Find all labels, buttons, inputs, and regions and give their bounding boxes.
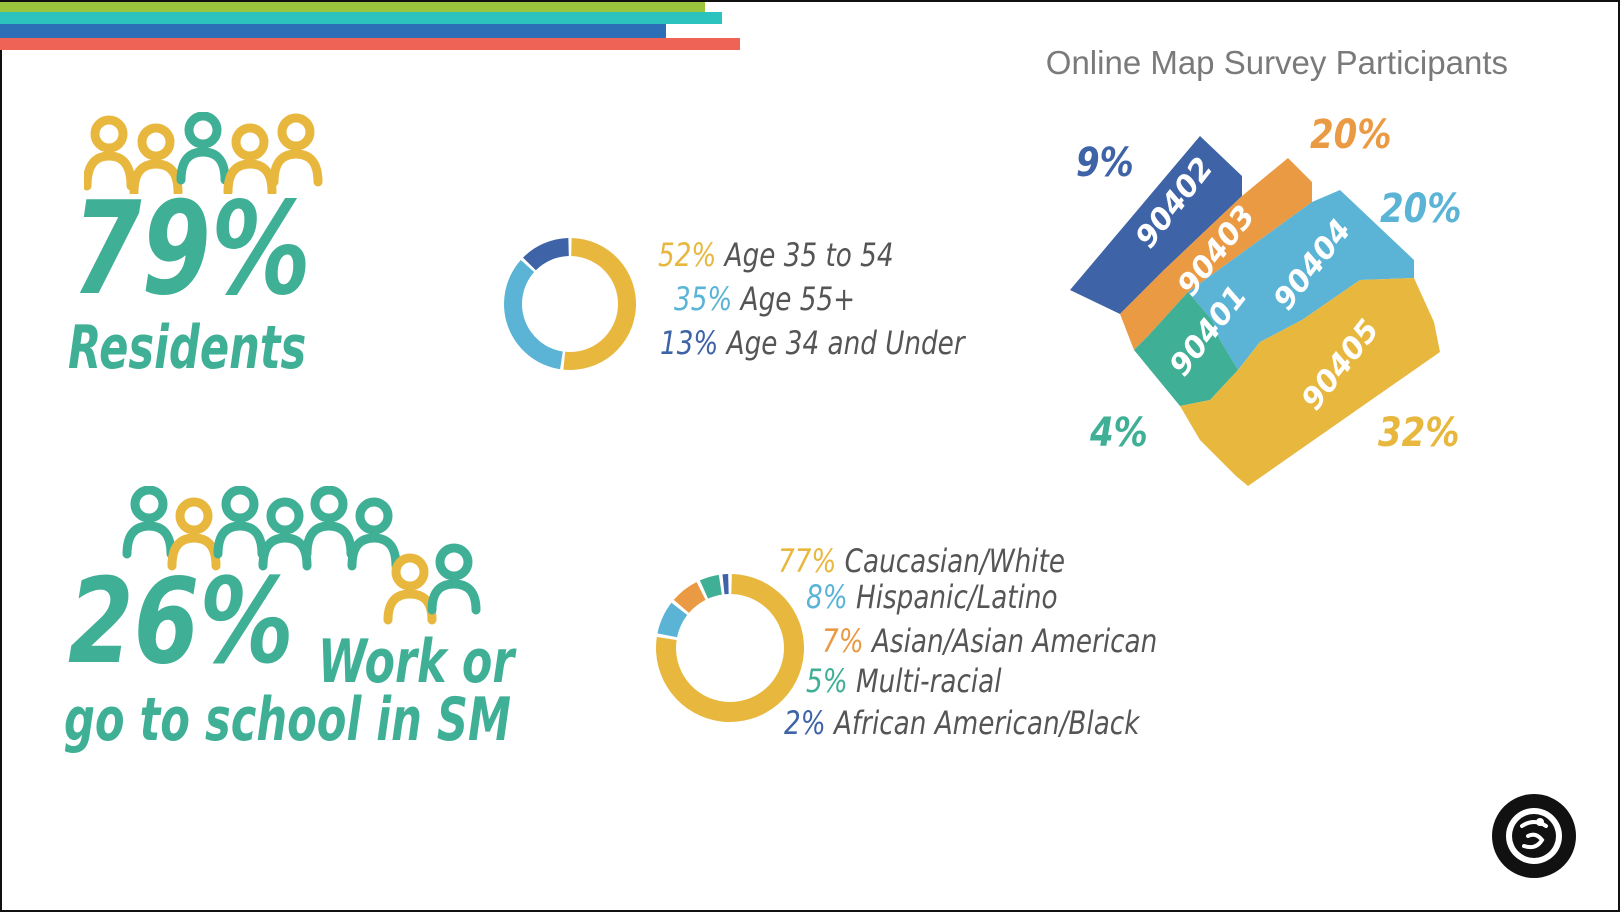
ethnicity-legend-pct: 8%: [806, 578, 848, 616]
ethnicity-legend-label: African American/Black: [825, 704, 1140, 742]
work-school-value: 26%: [68, 552, 294, 690]
zip-zone-90404: [1188, 190, 1414, 370]
age-legend-pct: 35%: [674, 280, 733, 318]
ethnicity-legend-label: Asian/Asian American: [863, 622, 1158, 660]
stripe-green: [0, 2, 705, 12]
zip-zone-90405: [1180, 278, 1440, 486]
zip-code-map: 90402 90403 90404 90401 90405: [1070, 136, 1440, 486]
ethnicity-legend-row: 8% Hispanic/Latino: [806, 578, 1058, 616]
work-school-label-1: Work or: [318, 627, 515, 697]
residents-label: Residents: [68, 313, 307, 383]
people-group-icon: [84, 112, 323, 194]
ethnicity-legend-label: Multi-racial: [847, 662, 1002, 700]
zip-pct-90405: 32%: [1378, 410, 1460, 456]
ethnicity-legend-label: Caucasian/White: [836, 542, 1066, 580]
age-legend-label: Age 55+: [732, 280, 856, 318]
zip-zone-90403: [1120, 158, 1312, 350]
ethnicity-legend-pct: 2%: [784, 704, 826, 742]
ethnicity-legend-row: 77% Caucasian/White: [778, 542, 1065, 580]
ethnicity-donut-slice-3: [699, 574, 722, 599]
zip-zone-90402: [1070, 136, 1242, 314]
ethnicity-donut-slice-4: [722, 574, 729, 595]
ethnicity-donut-slice-1: [657, 602, 688, 638]
age-legend-label: Age 35 to 54: [716, 236, 894, 274]
ethnicity-legend-label: Hispanic/Latino: [847, 578, 1058, 616]
zip-pct-90401: 4%: [1090, 410, 1148, 456]
age-donut-chart: [504, 238, 636, 370]
age-legend-pct: 13%: [660, 324, 719, 362]
zip-pct-90404: 20%: [1380, 186, 1462, 232]
zip-pct-90403: 20%: [1310, 112, 1392, 158]
age-legend-pct: 52%: [658, 236, 717, 274]
stripe-teal: [0, 12, 722, 24]
work-school-label-2: go to school in SM: [64, 685, 512, 755]
ethnicity-donut-chart: [656, 574, 804, 722]
ethnicity-legend-pct: 5%: [806, 662, 848, 700]
age-donut-slice-1: [504, 260, 563, 370]
ethnicity-donut-slice-2: [673, 581, 706, 613]
ethnicity-legend-pct: 7%: [822, 622, 864, 660]
page-title: Online Map Survey Participants: [1045, 44, 1508, 81]
ethnicity-legend-pct: 77%: [778, 542, 837, 580]
stripe-red: [0, 38, 740, 50]
age-legend-row: 35% Age 55+: [674, 280, 855, 318]
age-legend-row: 52% Age 35 to 54: [658, 236, 894, 274]
residents-value: 79%: [72, 175, 311, 324]
zip-zone-90401: [1134, 292, 1238, 406]
ethnicity-legend-row: 5% Multi-racial: [806, 662, 1002, 700]
age-legend-row: 13% Age 34 and Under: [660, 324, 965, 362]
city-seal-icon: [1492, 794, 1576, 878]
age-donut-slice-0: [563, 238, 636, 370]
people-group-icon: [122, 486, 481, 625]
age-legend-label: Age 34 and Under: [718, 324, 965, 362]
ethnicity-legend-row: 2% African American/Black: [784, 704, 1139, 742]
age-donut-slice-2: [523, 238, 569, 271]
zip-pct-90402: 9%: [1076, 140, 1134, 186]
ethnicity-legend-row: 7% Asian/Asian American: [822, 622, 1157, 660]
stripe-blue: [0, 24, 666, 38]
